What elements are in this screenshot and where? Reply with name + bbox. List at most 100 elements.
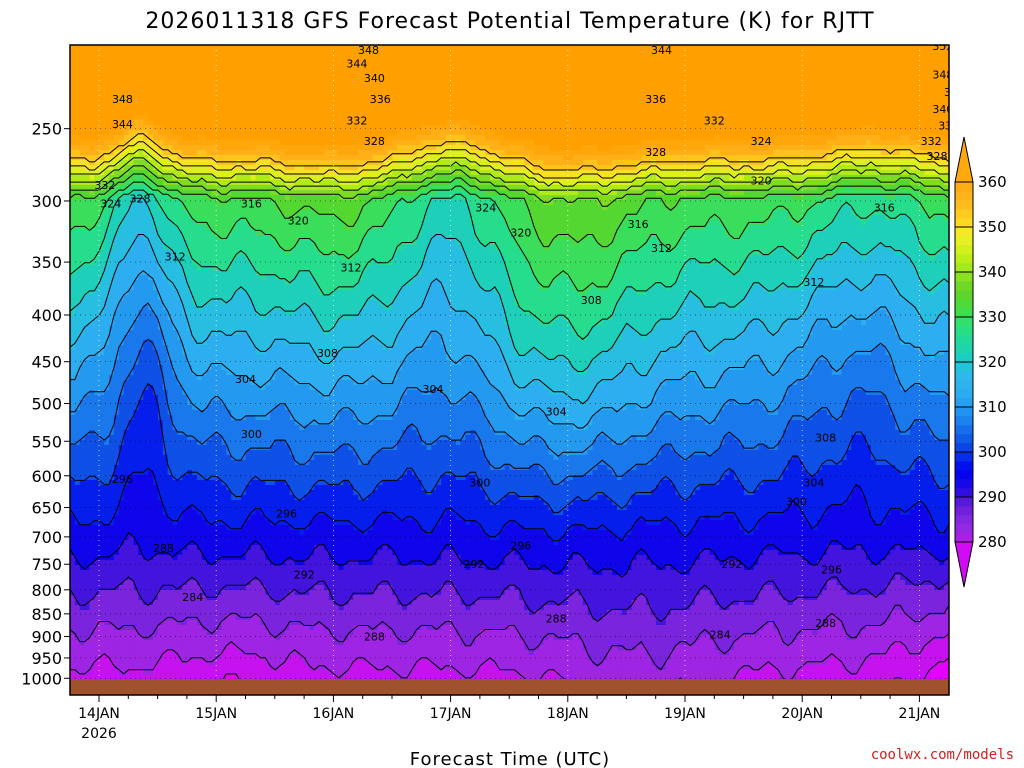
band-cell xyxy=(406,520,413,566)
band-cell xyxy=(309,160,315,171)
band-cell xyxy=(406,140,413,146)
band-cell xyxy=(167,155,174,161)
band-cell xyxy=(758,155,765,166)
band-cell xyxy=(299,430,305,466)
band-cell xyxy=(865,150,872,161)
band-cell xyxy=(270,180,276,186)
band-cell xyxy=(177,200,183,231)
band-cell xyxy=(514,160,520,171)
band-cell xyxy=(826,260,833,291)
band-cell xyxy=(475,160,481,166)
band-cell xyxy=(709,390,716,426)
band-cell xyxy=(216,205,222,241)
band-cell xyxy=(714,160,721,166)
band-cell xyxy=(382,170,389,176)
contour-label: 336 xyxy=(370,93,391,106)
band-cell xyxy=(167,45,174,131)
band-cell xyxy=(514,390,520,421)
band-cell xyxy=(577,555,584,596)
band-cell xyxy=(279,215,286,251)
band-cell xyxy=(84,145,91,156)
band-cell xyxy=(431,235,437,281)
band-cell xyxy=(201,660,208,695)
band-cell xyxy=(709,555,716,596)
band-cell xyxy=(143,180,149,186)
band-cell xyxy=(841,460,848,506)
band-cell xyxy=(231,230,237,261)
band-cell xyxy=(279,190,286,196)
band-cell xyxy=(319,195,325,216)
band-cell xyxy=(196,150,203,161)
isentrope-332 xyxy=(70,173,949,248)
band-cell xyxy=(524,205,530,261)
band-cell xyxy=(172,430,179,481)
band-cell xyxy=(607,610,613,651)
band-cell xyxy=(685,230,691,261)
band-cell xyxy=(714,560,721,606)
band-cell xyxy=(558,200,564,236)
band-cell xyxy=(885,45,891,131)
band-cell xyxy=(304,625,310,666)
band-cell xyxy=(616,480,623,511)
band-cell xyxy=(597,45,603,151)
band-cell xyxy=(582,500,589,531)
band-cell xyxy=(411,520,418,566)
band-cell xyxy=(382,140,389,146)
band-cell xyxy=(831,545,838,581)
band-cell xyxy=(826,45,833,136)
band-cell xyxy=(270,485,276,526)
band-cell xyxy=(226,335,232,376)
band-cell xyxy=(177,660,183,695)
band-cell xyxy=(724,370,730,406)
band-cell xyxy=(577,240,584,296)
band-cell xyxy=(548,180,555,186)
band-cell xyxy=(328,365,335,396)
band-cell xyxy=(944,350,949,396)
band-cell xyxy=(802,165,808,176)
band-cell xyxy=(319,455,325,486)
band-cell xyxy=(382,420,389,451)
band-cell xyxy=(563,360,569,396)
band-cell xyxy=(367,230,374,266)
band-cell xyxy=(74,375,81,411)
band-cell xyxy=(509,495,515,521)
band-cell xyxy=(875,215,882,246)
band-cell xyxy=(704,425,711,456)
band-cell xyxy=(133,175,139,186)
band-cell xyxy=(255,355,262,386)
band-cell xyxy=(817,150,823,161)
band-cell xyxy=(768,415,774,451)
band-cell xyxy=(363,385,369,426)
band-cell xyxy=(748,405,755,451)
band-cell xyxy=(885,145,891,156)
band-cell xyxy=(397,195,403,201)
band-cell xyxy=(236,335,242,376)
band-cell xyxy=(865,45,872,126)
band-cell xyxy=(138,350,144,401)
band-cell xyxy=(70,190,76,201)
band-cell xyxy=(275,440,281,481)
band-cell xyxy=(802,345,808,381)
band-cell xyxy=(470,180,476,191)
band-cell xyxy=(670,450,677,486)
band-cell xyxy=(133,280,139,321)
band-cell xyxy=(260,45,266,141)
band-cell xyxy=(441,585,447,626)
colorbar-segment xyxy=(955,299,973,309)
band-cell xyxy=(538,145,545,156)
band-cell xyxy=(260,550,266,586)
band-cell xyxy=(382,200,389,226)
band-cell xyxy=(812,150,818,161)
band-cell xyxy=(865,180,872,191)
band-cell xyxy=(157,555,164,591)
band-cell xyxy=(582,650,589,691)
band-cell xyxy=(118,185,125,191)
band-cell xyxy=(905,215,911,256)
band-cell xyxy=(533,465,540,496)
band-cell xyxy=(768,45,774,141)
band-cell xyxy=(743,450,750,496)
band-cell xyxy=(602,45,608,151)
band-cell xyxy=(460,200,467,251)
band-cell xyxy=(79,230,86,266)
colorbar-segment xyxy=(955,254,973,264)
